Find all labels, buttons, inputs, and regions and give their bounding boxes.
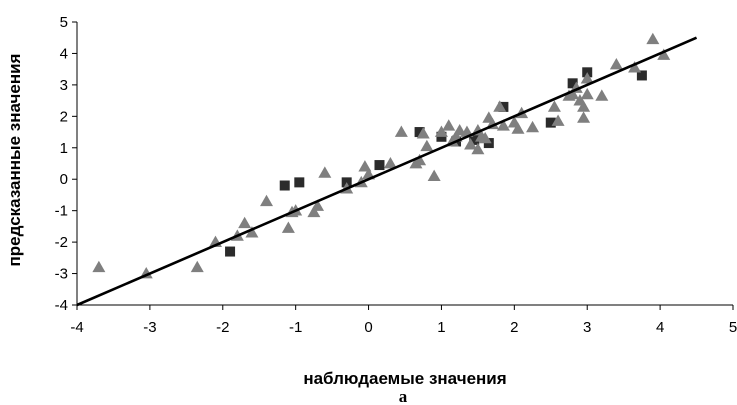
triangle-point [453, 123, 467, 136]
triangle-point [609, 57, 623, 70]
triangle-point [260, 194, 274, 207]
triangle-point [628, 61, 642, 73]
axes [72, 21, 734, 310]
triangle-point [595, 89, 609, 101]
triangle-point [420, 139, 434, 152]
triangle-point [580, 72, 594, 84]
triangle-point [577, 111, 591, 123]
triangle-point [434, 125, 448, 137]
y-tick-label: -1 [55, 203, 68, 220]
square-point [414, 127, 425, 138]
triangle-point [245, 226, 259, 238]
tick-labels: -4 -3 -2 -1 0 1 2 3 4 5 -4 -3 -2 -1 0 1 2 3 4 5 [55, 14, 737, 336]
triangle-point [383, 157, 397, 169]
triangle-point [577, 100, 591, 112]
triangle-point [281, 221, 295, 233]
triangle-point [496, 119, 510, 131]
triangle-point [427, 169, 441, 181]
triangle-point [580, 87, 594, 100]
triangle-point [307, 205, 321, 218]
triangle-point [657, 48, 671, 60]
data-points [92, 32, 671, 279]
x-tick-label: -3 [143, 319, 156, 336]
y-tick-label: -4 [55, 297, 68, 314]
square-point [545, 117, 556, 128]
trend-line [76, 36, 698, 307]
square-point [294, 177, 305, 188]
y-tick-label: 1 [60, 140, 68, 157]
square-point [374, 160, 385, 171]
triangle-point [394, 125, 408, 137]
triangle-point [551, 114, 565, 126]
x-tick-label: -4 [70, 319, 83, 336]
x-tick-label: -2 [216, 319, 229, 336]
y-tick-label: -3 [55, 266, 68, 283]
x-tick-label: 1 [437, 319, 445, 336]
triangle-point [190, 260, 204, 273]
y-tick-label: 0 [60, 171, 68, 188]
triangle-point [358, 160, 372, 172]
square-point [469, 134, 480, 145]
figure-caption: a [399, 387, 408, 405]
square-point [567, 78, 578, 89]
triangle-point [471, 142, 485, 155]
x-tick-label: 5 [729, 319, 737, 336]
triangle-point [318, 166, 332, 178]
square-point [279, 180, 290, 191]
x-tick-label: -1 [289, 319, 302, 336]
triangle-point [311, 199, 325, 211]
y-tick-label: 3 [60, 77, 68, 94]
triangle-point [511, 122, 525, 134]
triangle-point [442, 119, 456, 131]
triangle-point [526, 120, 540, 133]
x-tick-label: 2 [510, 319, 518, 336]
triangle-point [92, 260, 106, 273]
x-tick-label: 3 [583, 319, 591, 336]
triangle-point [413, 153, 427, 166]
triangle-point [478, 131, 492, 144]
square-point [225, 246, 236, 257]
triangle-point [547, 100, 561, 112]
y-tick-label: 4 [60, 45, 68, 62]
x-tick-label: 4 [656, 319, 664, 336]
triangle-point [493, 100, 507, 112]
y-tick-label: 5 [60, 14, 68, 31]
triangle-point [464, 138, 478, 150]
triangle-point [646, 32, 660, 45]
x-tick-label: 0 [364, 319, 372, 336]
y-tick-label: -2 [55, 234, 68, 251]
y-axis-title: предсказанные значения [5, 54, 24, 267]
y-tick-label: 2 [60, 108, 68, 125]
triangle-point [566, 87, 580, 100]
triangle-point [238, 216, 252, 229]
x-axis-title: наблюдаемые значения [303, 369, 506, 388]
triangle-point [416, 127, 430, 139]
square-point [636, 70, 647, 81]
